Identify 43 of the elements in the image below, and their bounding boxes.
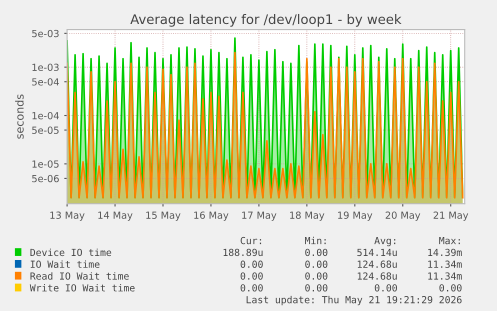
text: Last update: Thu May 21 19:21:29 2026	[246, 296, 462, 306]
text: 124.68u	[358, 272, 397, 280]
text: 0.00	[305, 248, 328, 256]
x-tick-label: 19 May	[338, 212, 372, 221]
text: 0.00	[240, 260, 263, 268]
text: Max:	[439, 237, 460, 244]
text: 0.00	[374, 284, 397, 292]
text: 0.00	[305, 284, 328, 292]
text: 124.68u	[358, 260, 397, 268]
x-tick-label: 20 May	[386, 212, 420, 221]
x-tick-label: 21 May	[434, 212, 468, 221]
text: 514.14u	[357, 248, 397, 256]
y-tick-label: 5e-04	[32, 78, 59, 86]
legend-label: IO Wait time	[30, 260, 100, 268]
text: 14.39m	[428, 248, 462, 256]
text: 11.34m	[428, 272, 462, 280]
x-tick-label: 14 May	[98, 212, 133, 221]
text: Min:	[305, 236, 326, 244]
text: 188.89u	[224, 248, 263, 256]
y-axis-title: seconds	[15, 94, 24, 139]
text: Avg:	[374, 237, 396, 246]
y-tick-label: 1e-04	[32, 112, 59, 120]
text: 0.00	[305, 260, 328, 268]
text: 0.00	[439, 284, 462, 292]
x-tick-label: 17 May	[242, 212, 276, 221]
x-tick-label: 16 May	[194, 212, 228, 221]
text: 0.00	[240, 272, 263, 280]
legend-label: Read IO Wait time	[30, 272, 129, 280]
text: 0.00	[305, 272, 328, 280]
y-tick-label: 5e-06	[32, 174, 59, 182]
y-tick-label: 5e-03	[32, 30, 59, 38]
y-tick-label: 1e-05	[32, 160, 59, 168]
legend-label: Device IO time	[30, 248, 112, 256]
legend-label: Write IO Wait time	[30, 284, 135, 292]
text: 0.00	[240, 284, 263, 292]
x-tick-label: 18 May	[290, 212, 324, 221]
text: 11.34m	[428, 260, 462, 268]
x-tick-label: 15 May	[146, 212, 180, 221]
chart-title: Average latency for /dev/loop1 - by week	[130, 14, 402, 27]
text: Cur:	[240, 236, 262, 244]
x-tick-label: 13 May	[50, 212, 85, 221]
y-tick-label: 5e-05	[32, 126, 59, 134]
y-tick-label: 1e-03	[32, 64, 59, 71]
